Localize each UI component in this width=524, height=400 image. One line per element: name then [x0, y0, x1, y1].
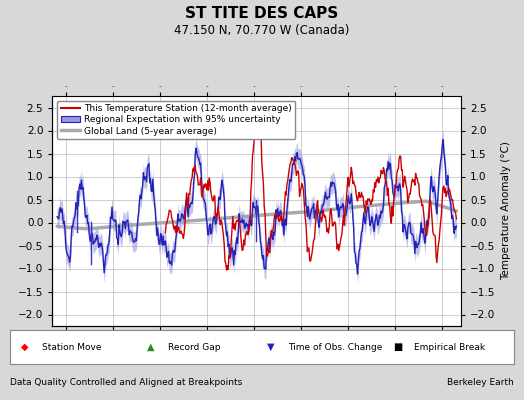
Text: Empirical Break: Empirical Break — [414, 342, 485, 352]
Text: Record Gap: Record Gap — [168, 342, 220, 352]
Text: Time of Obs. Change: Time of Obs. Change — [288, 342, 383, 352]
Text: 47.150 N, 70.770 W (Canada): 47.150 N, 70.770 W (Canada) — [174, 24, 350, 37]
Text: ■: ■ — [393, 342, 402, 352]
Y-axis label: Temperature Anomaly (°C): Temperature Anomaly (°C) — [501, 142, 511, 280]
Legend: This Temperature Station (12-month average), Regional Expectation with 95% uncer: This Temperature Station (12-month avera… — [57, 100, 296, 139]
Text: Data Quality Controlled and Aligned at Breakpoints: Data Quality Controlled and Aligned at B… — [10, 378, 243, 387]
Text: ◆: ◆ — [21, 342, 28, 352]
Text: ▼: ▼ — [267, 342, 275, 352]
Text: ▲: ▲ — [147, 342, 154, 352]
Text: Berkeley Earth: Berkeley Earth — [447, 378, 514, 387]
Text: Station Move: Station Move — [42, 342, 102, 352]
Text: ST TITE DES CAPS: ST TITE DES CAPS — [185, 6, 339, 21]
